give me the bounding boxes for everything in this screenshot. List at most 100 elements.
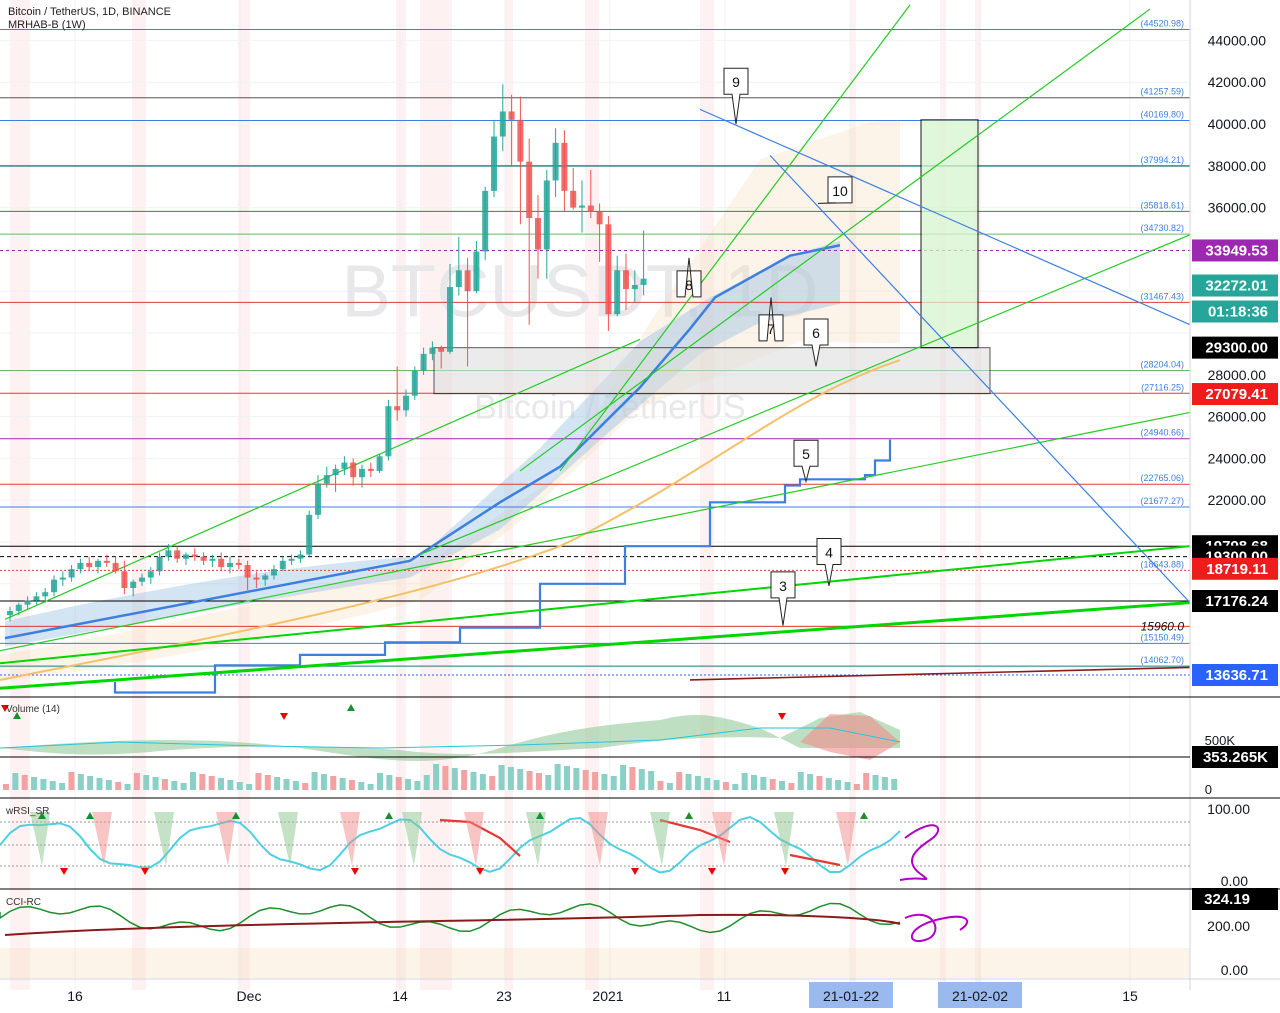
volume-bar [657, 781, 664, 790]
candle-body [323, 475, 330, 484]
volume-bar [133, 773, 140, 790]
volume-bar [274, 777, 281, 790]
signal-arrow [685, 812, 693, 819]
candle-body [165, 550, 172, 557]
volume-bar [414, 781, 421, 790]
volume-bar [535, 773, 542, 790]
volume-bar [545, 775, 552, 790]
candle-body [570, 190, 577, 208]
rsi-fill [650, 812, 670, 866]
candle-body [341, 462, 348, 469]
level-value-label: (14062.70) [1140, 655, 1184, 665]
volume-badge [1192, 746, 1278, 768]
time-axis-tick: 23 [496, 988, 512, 1004]
candle-body [253, 577, 260, 580]
level-value-label: (34730.82) [1140, 223, 1184, 233]
signal-arrow [13, 712, 21, 719]
volume-bar [358, 782, 365, 790]
volume-bar [891, 779, 898, 790]
level-value-label: (24940.66) [1140, 428, 1184, 438]
candle-body [359, 468, 365, 478]
volume-bar [395, 777, 402, 790]
volume-bar [451, 768, 458, 790]
trend-line [0, 601, 1191, 690]
time-axis-tick: 21-02-02 [952, 988, 1008, 1004]
volume-bar [96, 778, 103, 790]
volume-bar [732, 784, 739, 790]
rsi-fill [588, 812, 608, 866]
candle-body [59, 577, 66, 580]
rsi-fill [92, 812, 112, 866]
volume-bar [330, 776, 337, 790]
candle-body [508, 111, 515, 120]
trend-line [769, 154, 1191, 604]
volume-bar [648, 771, 655, 790]
rsi-fill [712, 812, 732, 866]
volume-bar [433, 764, 440, 790]
candle-body [535, 218, 541, 250]
candle-body [156, 556, 163, 572]
candle-body [543, 180, 550, 250]
price-badge: 13636.71 [1192, 663, 1278, 686]
volume-bar [788, 783, 795, 790]
time-axis-tick: 21-01-22 [823, 988, 879, 1004]
signal-arrow [60, 868, 68, 875]
signal-arrow [385, 812, 393, 819]
volume-bar [302, 783, 309, 790]
price-badge: 29300.00 [1192, 336, 1278, 359]
candle-body [411, 370, 418, 396]
volume-cloud-green [0, 712, 900, 762]
candle-body [174, 550, 181, 559]
symbol-title: Bitcoin / TetherUS, 1D, BINANCE [8, 6, 172, 18]
rsi-fill [464, 812, 484, 866]
trend-line [699, 108, 1191, 326]
volume-bar [807, 774, 814, 790]
candle-body [596, 211, 603, 225]
volume-bar [863, 773, 870, 790]
price-badge-text: 29300.00 [1205, 340, 1268, 357]
candle-body [297, 554, 304, 559]
candle-body [235, 562, 242, 565]
signal-arrow [781, 868, 789, 875]
level-value-label: (44520.98) [1140, 19, 1184, 29]
candle-body [499, 111, 506, 137]
price-badge-text: 32272.01 [1205, 278, 1268, 295]
volume-bar [143, 775, 150, 790]
volume-bar [190, 772, 196, 790]
session-stripe [132, 0, 146, 990]
volume-bar [517, 769, 524, 790]
volume-bar [320, 774, 327, 790]
price-axis-tick: 42000.00 [1208, 74, 1267, 90]
hand-drawn-mark [904, 913, 969, 943]
candle-body [526, 161, 533, 219]
volume-bar [769, 779, 776, 790]
candle-body [271, 569, 277, 576]
price-axis-tick: 38000.00 [1208, 158, 1267, 174]
volume-bar [564, 766, 570, 790]
candle-body [420, 353, 427, 371]
volume-bar [124, 784, 131, 790]
volume-bar [676, 772, 683, 790]
cci-pane-label: CCI-RC [6, 897, 41, 908]
candle-body [191, 554, 198, 557]
volume-pane-label: Volume (14) [6, 704, 60, 715]
rsi-line-cyan [0, 816, 901, 874]
price-badge: 01:18:36 [1192, 300, 1278, 323]
annotation-text: 15960.0 [1141, 619, 1185, 633]
candle-body [464, 270, 471, 292]
signal-arrow [778, 713, 786, 720]
volume-bar [283, 779, 290, 790]
level-value-label: (35818.61) [1140, 200, 1184, 210]
volume-bar [218, 778, 225, 790]
price-axis-tick: 24000.00 [1208, 450, 1267, 466]
time-axis-highlight [938, 982, 1022, 1008]
cci-band [0, 948, 1190, 978]
signal-arrow [38, 812, 46, 819]
candle-body [482, 190, 489, 252]
level-value-label: (22765.06) [1140, 473, 1184, 483]
time-axis-highlight [809, 982, 893, 1008]
signal-arrow [280, 713, 288, 720]
price-axis-tick: 26000.00 [1208, 409, 1267, 425]
volume-bar [470, 772, 477, 790]
